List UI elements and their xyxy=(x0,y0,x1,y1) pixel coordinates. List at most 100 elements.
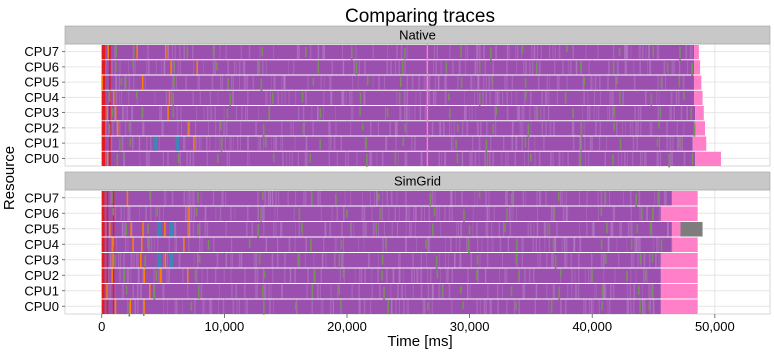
texture-stripe xyxy=(142,268,144,283)
texture-stripe xyxy=(236,136,239,151)
texture-stripe xyxy=(596,284,597,299)
texture-stripe xyxy=(358,237,359,252)
texture-stripe xyxy=(461,151,464,166)
texture-stripe xyxy=(196,268,198,283)
texture-stripe xyxy=(594,75,597,90)
red-event xyxy=(101,284,104,299)
texture-stripe xyxy=(573,237,575,252)
texture-stripe xyxy=(640,121,642,136)
texture-stripe xyxy=(266,90,268,105)
texture-stripe xyxy=(298,45,300,60)
texture-stripe xyxy=(230,237,233,252)
texture-stripe xyxy=(139,206,140,221)
texture-stripe xyxy=(192,45,194,60)
texture-stripe xyxy=(521,106,523,121)
texture-stripe xyxy=(546,253,548,268)
y-tick-label: CPU0 xyxy=(24,299,59,314)
texture-stripe xyxy=(616,121,618,136)
texture-stripe xyxy=(107,268,110,283)
texture-stripe xyxy=(123,75,125,90)
red-event xyxy=(101,106,104,121)
texture-stripe xyxy=(494,106,497,121)
texture-stripe xyxy=(474,60,476,75)
texture-stripe xyxy=(470,75,473,90)
texture-stripe xyxy=(586,222,588,237)
texture-stripe xyxy=(240,136,242,151)
texture-stripe xyxy=(445,268,447,283)
texture-stripe xyxy=(489,299,491,314)
texture-stripe xyxy=(467,268,469,283)
texture-stripe xyxy=(341,90,344,105)
texture-stripe xyxy=(120,206,122,221)
texture-stripe xyxy=(392,268,394,283)
texture-stripe xyxy=(689,45,692,60)
texture-stripe xyxy=(155,60,157,75)
texture-stripe xyxy=(163,284,165,299)
texture-stripe xyxy=(471,151,473,166)
texture-stripe xyxy=(525,191,527,206)
texture-stripe xyxy=(330,284,332,299)
orange-event xyxy=(114,106,117,121)
texture-stripe xyxy=(486,121,488,136)
texture-stripe xyxy=(323,237,325,252)
texture-stripe xyxy=(470,253,472,268)
texture-stripe xyxy=(585,45,587,60)
y-tick-label: CPU5 xyxy=(24,221,59,236)
y-tick-label: CPU3 xyxy=(24,105,59,120)
texture-stripe xyxy=(603,268,605,283)
texture-stripe xyxy=(656,237,658,252)
green-event xyxy=(460,286,462,294)
red-event xyxy=(101,268,104,283)
texture-stripe xyxy=(463,106,466,121)
texture-stripe xyxy=(436,206,438,221)
texture-stripe xyxy=(507,151,509,166)
texture-stripe xyxy=(112,121,114,136)
texture-stripe xyxy=(666,121,668,136)
texture-stripe xyxy=(659,151,662,166)
red-event xyxy=(103,151,106,166)
texture-stripe xyxy=(306,284,308,299)
texture-stripe xyxy=(189,222,191,237)
texture-stripe xyxy=(196,106,198,121)
texture-stripe xyxy=(284,253,286,268)
texture-stripe xyxy=(669,106,671,121)
texture-stripe xyxy=(691,45,693,60)
texture-stripe xyxy=(444,206,446,221)
texture-stripe xyxy=(325,253,327,268)
texture-stripe xyxy=(556,75,559,90)
green-event xyxy=(521,45,524,54)
texture-stripe xyxy=(629,121,631,136)
texture-stripe xyxy=(311,106,313,121)
texture-stripe xyxy=(444,151,447,166)
texture-stripe xyxy=(145,206,148,221)
green-event xyxy=(445,62,448,73)
texture-stripe xyxy=(630,45,632,60)
texture-stripe xyxy=(634,284,636,299)
green-event xyxy=(600,239,603,250)
green-event xyxy=(460,45,462,58)
green-event xyxy=(366,153,368,167)
green-event xyxy=(125,223,127,236)
orange-event xyxy=(170,60,172,75)
texture-stripe xyxy=(682,75,685,90)
texture-stripe xyxy=(561,237,563,252)
texture-stripe xyxy=(477,237,479,252)
texture-stripe xyxy=(331,206,333,221)
green-event xyxy=(248,238,251,249)
red-event xyxy=(101,151,104,166)
texture-stripe xyxy=(307,75,309,90)
texture-stripe xyxy=(125,121,127,136)
texture-stripe xyxy=(637,253,639,268)
green-event xyxy=(579,154,582,165)
texture-stripe xyxy=(521,237,523,252)
green-event xyxy=(691,62,693,76)
texture-stripe xyxy=(535,106,536,121)
texture-stripe xyxy=(259,45,261,60)
green-event xyxy=(566,45,568,53)
green-event xyxy=(613,122,615,131)
y-tick-label: CPU0 xyxy=(24,151,59,166)
texture-stripe xyxy=(176,106,178,121)
texture-stripe xyxy=(192,151,195,166)
texture-stripe xyxy=(578,151,580,166)
green-event xyxy=(108,123,111,135)
